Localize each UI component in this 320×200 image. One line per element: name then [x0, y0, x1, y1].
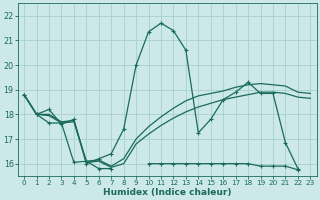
X-axis label: Humidex (Indice chaleur): Humidex (Indice chaleur) [103, 188, 231, 197]
